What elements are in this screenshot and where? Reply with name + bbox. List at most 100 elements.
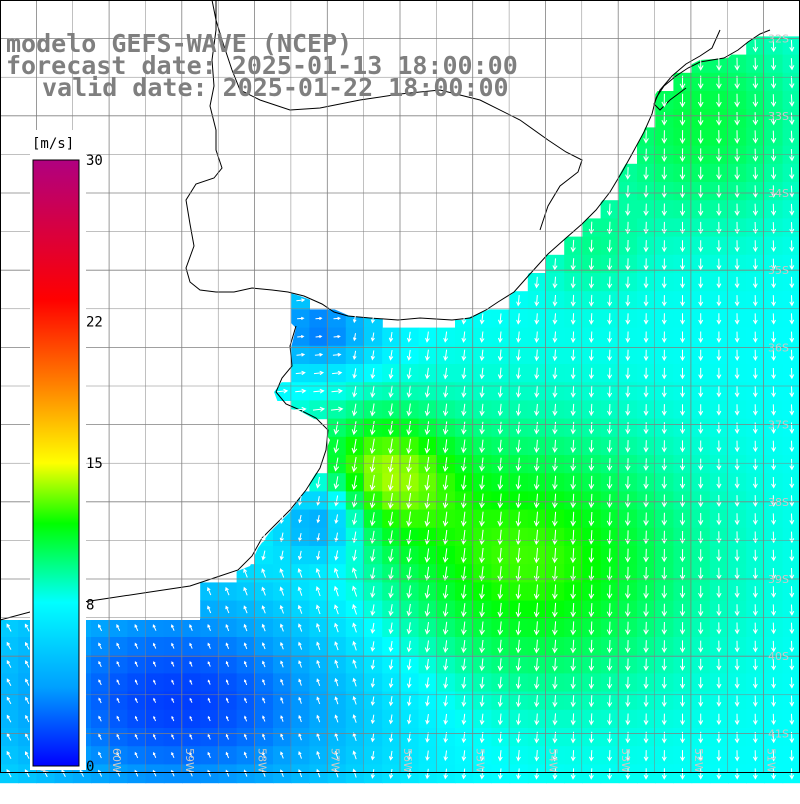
wind-arrow (789, 167, 795, 180)
wind-arrow (698, 349, 704, 362)
wind-arrow (752, 39, 759, 53)
wind-arrow (679, 677, 686, 690)
wind-arrow (716, 57, 722, 71)
wind-arrow (516, 367, 522, 380)
wind-arrow (698, 677, 704, 689)
wind-arrow (479, 457, 485, 472)
wind-arrow (424, 438, 431, 454)
wind-arrow (516, 750, 521, 762)
wind-arrow (152, 642, 157, 649)
wind-arrow (661, 548, 668, 563)
wind-arrow (698, 658, 704, 671)
wind-arrow (351, 438, 358, 454)
wind-arrow (771, 640, 777, 653)
wind-arrow (315, 567, 321, 578)
wind-arrow (789, 367, 795, 380)
wind-arrow (243, 751, 248, 759)
wind-arrow (244, 715, 248, 722)
longitude-label: 60W (110, 748, 123, 773)
wind-arrow (388, 714, 394, 725)
wind-arrow (552, 511, 558, 527)
wind-arrow (661, 768, 667, 780)
wind-arrow (679, 458, 686, 471)
wind-arrow (515, 602, 522, 618)
wind-arrow (134, 715, 138, 722)
wind-arrow (624, 603, 631, 618)
wind-arrow (370, 368, 376, 380)
wind-arrow (570, 493, 576, 509)
wind-arrow (770, 94, 777, 108)
wind-arrow (552, 475, 558, 490)
wind-arrow (313, 388, 325, 394)
wind-arrow (98, 642, 102, 650)
wind-arrow (679, 111, 686, 126)
wind-arrow (625, 276, 631, 289)
wind-arrow (789, 148, 795, 162)
wind-arrow (625, 331, 631, 343)
wind-arrow (443, 750, 449, 762)
wind-arrow (261, 605, 266, 614)
wind-arrow (588, 421, 595, 435)
wind-arrow (552, 529, 558, 546)
wind-arrow (243, 660, 248, 668)
wind-arrow (534, 276, 540, 289)
wind-arrow (643, 185, 649, 198)
longitude-label: 52W (692, 748, 705, 773)
wind-arrow (351, 421, 358, 436)
wind-arrow (225, 733, 229, 740)
wind-arrow (606, 658, 613, 672)
wind-arrow (789, 549, 795, 562)
wind-arrow (661, 695, 667, 708)
wind-arrow (352, 768, 357, 778)
wind-arrow (460, 566, 467, 582)
wind-arrow (716, 349, 722, 362)
wind-arrow (588, 475, 595, 490)
wind-arrow (716, 549, 722, 562)
wind-arrow (370, 604, 376, 617)
wind-arrow (533, 584, 540, 600)
wind-arrow (789, 440, 795, 453)
wind-arrow (607, 385, 613, 398)
wind-arrow (698, 240, 704, 253)
wind-arrow (716, 585, 722, 599)
wind-arrow (461, 403, 467, 417)
wind-arrow (479, 331, 485, 343)
wind-arrow (207, 586, 212, 596)
wind-arrow (334, 750, 339, 760)
wind-arrow (625, 750, 631, 762)
wind-arrow (370, 641, 376, 652)
wind-arrow (497, 529, 504, 546)
wind-arrow (680, 750, 685, 762)
wind-arrow (661, 676, 667, 690)
wind-arrow (388, 511, 394, 527)
wind-arrow (570, 639, 577, 654)
wind-arrow (25, 696, 30, 705)
wind-arrow (333, 585, 339, 597)
wind-arrow (370, 350, 375, 361)
wind-arrow (443, 349, 449, 362)
wind-arrow (716, 93, 722, 108)
wind-arrow (625, 294, 631, 307)
wind-arrow (316, 768, 321, 778)
wind-arrow (770, 130, 777, 144)
wind-arrow (225, 605, 230, 614)
wind-arrow (643, 148, 649, 162)
wind-arrow (280, 641, 284, 650)
wind-arrow (698, 494, 704, 508)
wind-arrow (734, 166, 740, 181)
wind-arrow (771, 240, 777, 253)
wind-arrow (680, 768, 685, 780)
wind-arrow (298, 696, 302, 704)
wind-arrow (6, 623, 12, 632)
wind-arrow (716, 476, 722, 489)
wind-arrow (624, 512, 631, 527)
wind-arrow (153, 715, 157, 722)
wind-arrow (262, 733, 266, 740)
wind-arrow (497, 457, 504, 472)
wind-arrow (515, 621, 522, 636)
wind-arrow (752, 295, 758, 307)
wind-arrow (625, 185, 631, 198)
wind-arrow (533, 658, 540, 672)
wind-arrow (294, 406, 307, 412)
wind-arrow (407, 714, 412, 725)
